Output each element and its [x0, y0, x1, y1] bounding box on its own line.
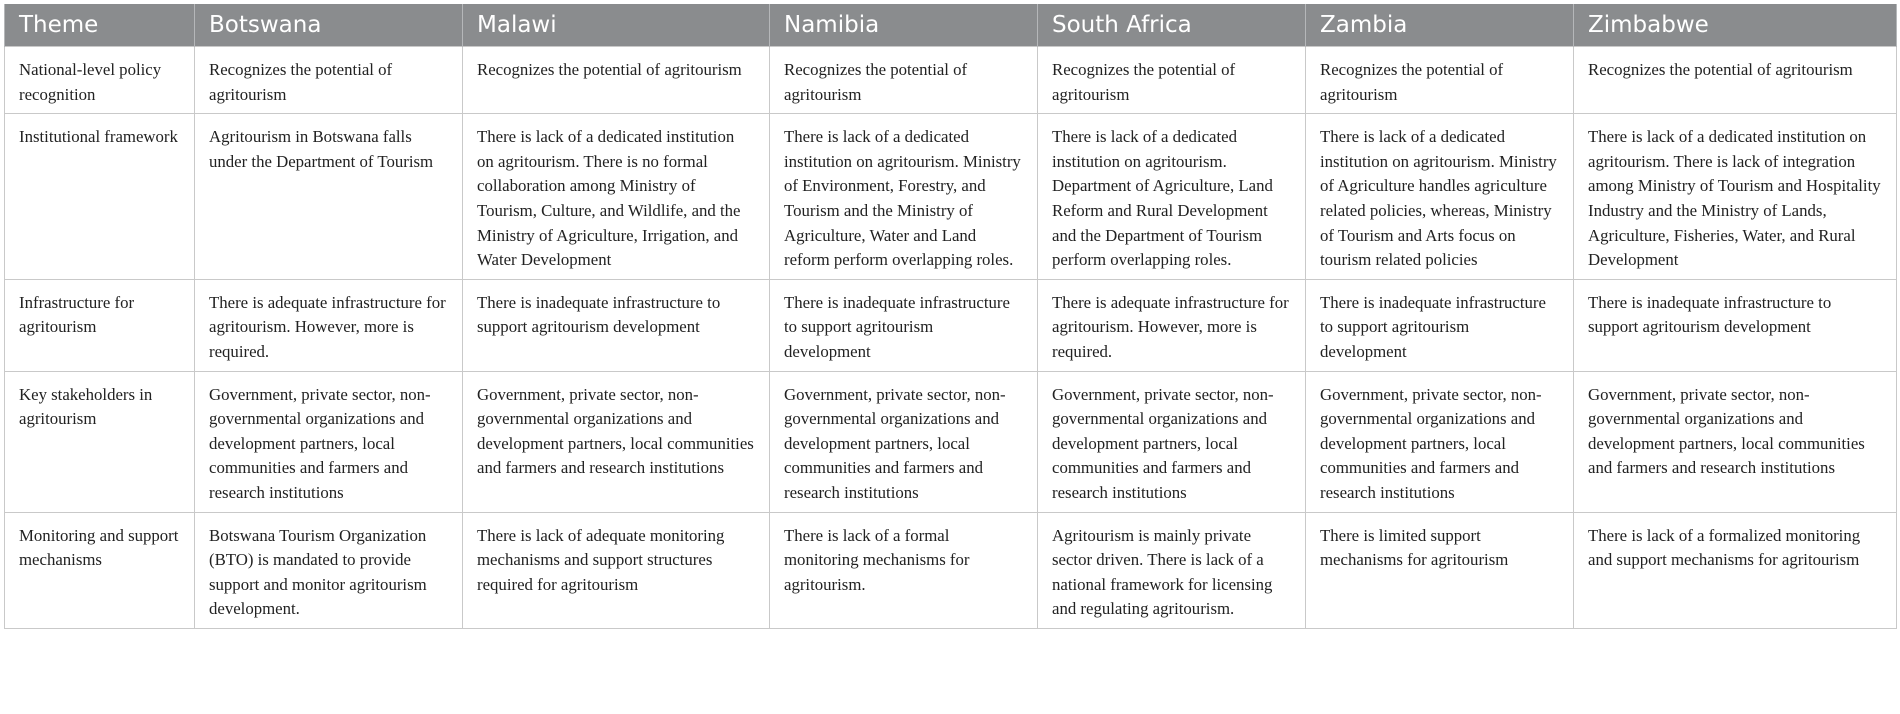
header-zambia: Zambia — [1305, 4, 1574, 47]
header-malawi: Malawi — [462, 4, 770, 47]
comparison-table: Theme Botswana Malawi Namibia South Afri… — [4, 4, 1897, 629]
table-cell: Recognizes the potential of agritourism — [1573, 45, 1897, 115]
table-cell: There is lack of a dedicated institution… — [462, 113, 770, 280]
table-cell: There is inadequate infrastructure to su… — [1305, 278, 1574, 372]
table-cell: Government, private sector, non-governme… — [769, 370, 1038, 513]
header-south-africa: South Africa — [1037, 4, 1306, 47]
table-cell: There is adequate infrastructure for agr… — [194, 278, 463, 372]
table-cell: Government, private sector, non-governme… — [194, 370, 463, 513]
table-cell: There is lack of a dedicated institution… — [769, 113, 1038, 280]
row-theme: Key stakeholders in agritourism — [4, 370, 195, 513]
table-cell: Government, private sector, non-governme… — [1573, 370, 1897, 513]
table-cell: There is lack of a formalized monitoring… — [1573, 511, 1897, 629]
table-cell: Government, private sector, non-governme… — [1037, 370, 1306, 513]
table-header-row: Theme Botswana Malawi Namibia South Afri… — [4, 4, 1897, 47]
table-cell: Government, private sector, non-governme… — [462, 370, 770, 513]
table-cell: There is inadequate infrastructure to su… — [769, 278, 1038, 372]
header-zimbabwe: Zimbabwe — [1573, 4, 1897, 47]
table-cell: Botswana Tourism Organization (BTO) is m… — [194, 511, 463, 629]
header-botswana: Botswana — [194, 4, 463, 47]
table-cell: Recognizes the potential of agritourism — [1037, 45, 1306, 115]
table-cell: Recognizes the potential of agritourism — [1305, 45, 1574, 115]
table-row: Key stakeholders in agritourism Governme… — [4, 370, 1897, 513]
table-cell: Recognizes the potential of agritourism — [462, 45, 770, 115]
table-cell: There is lack of adequate monitoring mec… — [462, 511, 770, 629]
row-theme: National-level policy recognition — [4, 45, 195, 115]
table-row: Institutional framework Agritourism in B… — [4, 113, 1897, 280]
table-cell: Agritourism is mainly private sector dri… — [1037, 511, 1306, 629]
table-cell: There is adequate infrastructure for agr… — [1037, 278, 1306, 372]
row-theme: Monitoring and support mechanisms — [4, 511, 195, 629]
row-theme: Infrastructure for agritourism — [4, 278, 195, 372]
header-namibia: Namibia — [769, 4, 1038, 47]
table-cell: There is lack of a dedicated institution… — [1573, 113, 1897, 280]
table-cell: There is lack of a dedicated institution… — [1037, 113, 1306, 280]
table-cell: There is inadequate infrastructure to su… — [1573, 278, 1897, 372]
table-cell: Government, private sector, non-governme… — [1305, 370, 1574, 513]
table-cell: Recognizes the potential of agritourism — [194, 45, 463, 115]
table-cell: There is lack of a formal monitoring mec… — [769, 511, 1038, 629]
table-row: National-level policy recognition Recogn… — [4, 45, 1897, 115]
table-row: Monitoring and support mechanisms Botswa… — [4, 511, 1897, 629]
table-cell: There is lack of a dedicated institution… — [1305, 113, 1574, 280]
header-theme: Theme — [4, 4, 195, 47]
table-cell: Agritourism in Botswana falls under the … — [194, 113, 463, 280]
comparison-table-container: Theme Botswana Malawi Namibia South Afri… — [4, 4, 1897, 629]
table-cell: Recognizes the potential of agritourism — [769, 45, 1038, 115]
table-cell: There is limited support mechanisms for … — [1305, 511, 1574, 629]
table-row: Infrastructure for agritourism There is … — [4, 278, 1897, 372]
table-cell: There is inadequate infrastructure to su… — [462, 278, 770, 372]
row-theme: Institutional framework — [4, 113, 195, 280]
